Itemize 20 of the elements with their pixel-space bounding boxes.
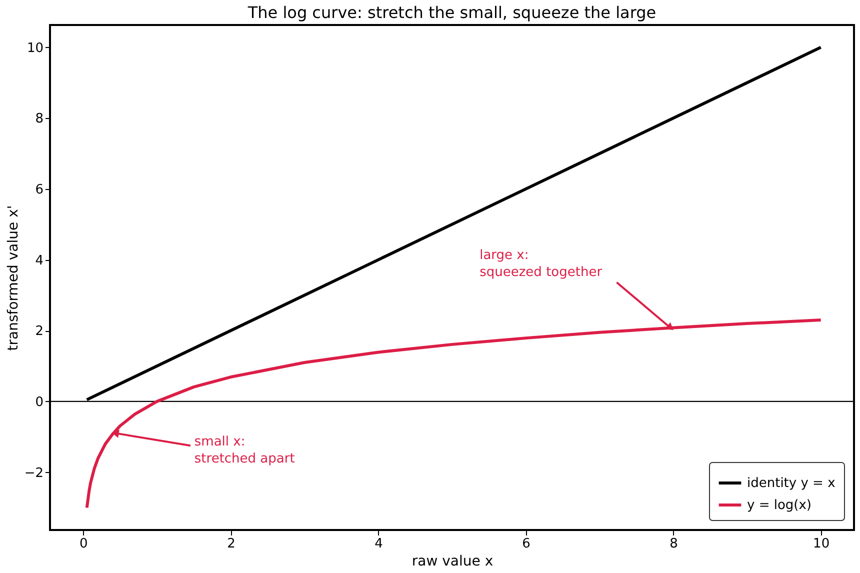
y-tick-label: 0 <box>35 394 44 410</box>
annotation: small x: stretched apart <box>194 434 295 466</box>
x-tick-label: 10 <box>813 536 830 552</box>
y-tick-label: 8 <box>35 112 44 127</box>
x-tick-label: 8 <box>670 536 678 552</box>
y-tick-label: 2 <box>35 324 44 340</box>
x-tick-label: 4 <box>374 536 383 552</box>
y-axis-title: transformed value x' <box>5 205 22 351</box>
legend-label: identity y = x <box>747 476 836 491</box>
chart-title: The log curve: stretch the small, squeeze the large <box>246 3 656 22</box>
x-tick-label: 6 <box>522 536 530 552</box>
x-axis-title: raw value x <box>412 554 494 570</box>
y-tick-label: 4 <box>35 253 44 268</box>
x-tick-label: 2 <box>227 536 236 552</box>
legend-label: y = log(x) <box>747 498 812 513</box>
y-tick-label: −2 <box>24 466 44 481</box>
annotation: large x: squeezed together <box>480 248 603 280</box>
y-tick-label: 6 <box>35 182 44 198</box>
x-tick-label: 0 <box>80 536 88 552</box>
y-tick-label: 10 <box>26 40 44 56</box>
